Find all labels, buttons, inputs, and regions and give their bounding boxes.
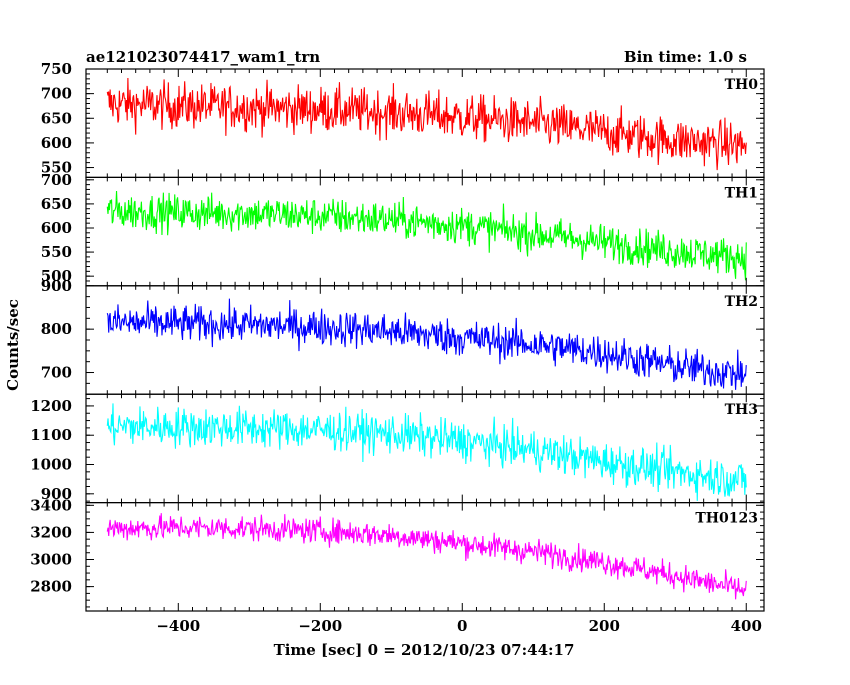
x-tick-label: 200 [589,617,620,635]
series-line-th1 [106,190,747,281]
x-axis-title: Time [sec] 0 = 2012/10/23 07:44:17 [274,641,575,659]
y-tick-label: 750 [41,60,72,78]
y-tick-label: 1100 [30,426,72,444]
y-tick-label: 650 [41,109,72,127]
panel-th0: 550 600 650 700 750 TH0 [41,60,765,179]
panel-frame [85,176,765,287]
panel-th0123: 2800 3000 3200 3400 TH0123 [30,496,765,612]
x-tick-label: 0 [457,617,467,635]
y-tick-label: 900 [41,485,72,503]
y-tick-label: 700 [41,364,72,382]
y-tick-label: 600 [41,219,72,237]
panel-label-th3: TH3 [725,402,758,418]
y-tick-label: 3400 [30,496,72,514]
y-tick-label: 3200 [30,523,72,541]
panel-label-th1: TH1 [725,185,758,201]
y-tick-label: 3000 [30,551,72,569]
y-tick-label: 550 [41,159,72,177]
x-tick-label: −400 [156,617,200,635]
y-tick-label: 1200 [30,397,72,415]
panel-label-th0: TH0 [725,77,759,93]
y-tick-label: 2800 [30,578,72,596]
y-tick-label: 700 [41,171,72,189]
x-tick-label: 400 [731,617,762,635]
bin-time-label: Bin time: 1.0 s [624,48,747,66]
panel-frame [85,502,765,612]
series-line-th0123 [106,513,747,600]
y-axis-title: Counts/sec [4,299,22,391]
panel-th1: 500 550 600 650 700 TH1 [41,171,765,287]
y-tick-label: 550 [41,243,72,261]
series-line-th0 [106,78,747,171]
panel-th2: 700 800 900 TH2 [41,277,765,395]
series-line-th2 [106,298,747,390]
y-tick-label: 650 [41,195,72,213]
x-tick-label: −200 [298,617,342,635]
panel-label-th2: TH2 [725,294,758,310]
panel-label-th0123: TH0123 [695,511,758,527]
y-tick-label: 800 [41,320,72,338]
plot-title: ae121023074417_wam1_trn [86,48,320,66]
panels-group: 550 600 650 700 750 TH0 500 550 600 650 700 TH1 700 8… [30,60,765,635]
y-tick-label: 700 [41,85,72,103]
y-tick-label: 900 [41,277,72,295]
y-tick-label: 600 [41,134,72,152]
y-tick-label: 1000 [30,456,72,474]
series-line-th3 [106,403,747,501]
panel-th3: 900 1000 1100 1200 TH3 [30,393,765,504]
y-tick-label: 500 [41,267,72,285]
